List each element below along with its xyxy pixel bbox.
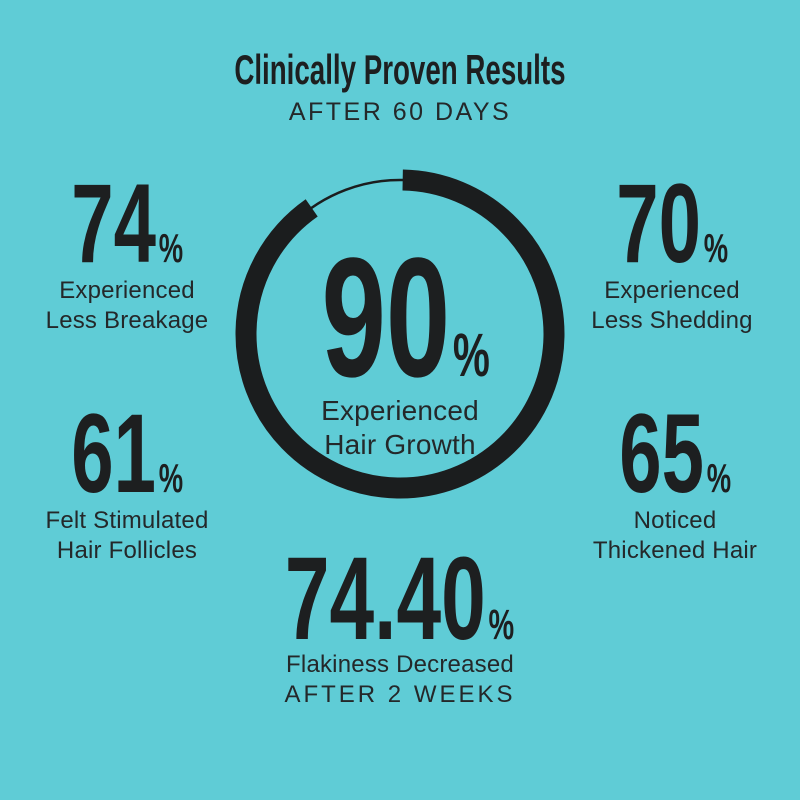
stat-less-breakage-label: Experienced Less Breakage xyxy=(0,276,267,336)
stat-stimulated-follicles: 61% Felt Stimulated Hair Follicles xyxy=(0,398,267,566)
stat-label-line1: Flakiness Decreased xyxy=(286,651,514,678)
center-stat-percent-sign: % xyxy=(453,321,491,389)
stat-number: 65 xyxy=(619,391,704,516)
progress-ring-arc xyxy=(235,169,565,499)
stat-less-breakage: 74% Experienced Less Breakage xyxy=(0,168,267,336)
center-stat-group: 90% Experienced Hair Growth xyxy=(235,169,565,499)
stat-label-line2: Thickened Hair xyxy=(592,537,758,564)
percent-sign: % xyxy=(158,455,183,501)
stat-flakiness-decreased-value: 74.40% xyxy=(200,540,600,658)
stat-stimulated-follicles-value: 61% xyxy=(0,398,267,510)
center-stat-number: 90 xyxy=(321,223,451,413)
center-stat-value: 90% xyxy=(282,233,530,403)
percent-sign: % xyxy=(488,602,515,649)
stat-thickened-hair-label: Noticed Thickened Hair xyxy=(535,506,800,566)
stat-label-line2: AFTER 2 WEEKS xyxy=(284,681,516,708)
stat-number: 70 xyxy=(616,161,701,286)
page-title: Clinically Proven Results xyxy=(0,49,800,91)
stat-label-line1: Felt Stimulated xyxy=(45,507,209,534)
stat-number: 74.40 xyxy=(285,533,487,665)
stat-flakiness-decreased-label: Flakiness Decreased AFTER 2 WEEKS xyxy=(200,650,600,710)
stat-label-line1: Noticed xyxy=(633,507,717,534)
page-title-text: Clinically Proven Results xyxy=(234,46,566,93)
stat-label-line1: Experienced xyxy=(59,277,195,304)
stat-less-shedding-value: 70% xyxy=(532,168,800,280)
progress-ring xyxy=(235,169,565,499)
center-stat: 90% Experienced Hair Growth xyxy=(235,169,565,499)
stat-label-line1: Experienced xyxy=(604,277,740,304)
percent-sign: % xyxy=(706,455,731,501)
page-subtitle: AFTER 60 DAYS xyxy=(288,98,512,126)
stat-flakiness-decreased: 74.40% Flakiness Decreased AFTER 2 WEEKS xyxy=(200,540,600,710)
center-stat-label: Experienced Hair Growth xyxy=(321,394,479,462)
center-stat-label-line2: Hair Growth xyxy=(324,429,476,460)
stat-label-line2: Less Breakage xyxy=(45,307,209,334)
stat-less-breakage-value: 74% xyxy=(0,168,267,280)
stat-less-shedding-label: Experienced Less Shedding xyxy=(532,276,800,336)
stat-less-shedding: 70% Experienced Less Shedding xyxy=(532,168,800,336)
stat-thickened-hair: 65% Noticed Thickened Hair xyxy=(535,398,800,566)
stat-thickened-hair-value: 65% xyxy=(535,398,800,510)
stat-number: 74 xyxy=(71,161,156,286)
center-stat-label-line1: Experienced xyxy=(321,395,479,426)
percent-sign: % xyxy=(703,225,728,271)
percent-sign: % xyxy=(158,225,183,271)
stat-number: 61 xyxy=(71,391,156,516)
stat-stimulated-follicles-label: Felt Stimulated Hair Follicles xyxy=(0,506,267,566)
stat-label-line2: Less Shedding xyxy=(591,307,753,334)
stat-label-line2: Hair Follicles xyxy=(56,537,198,564)
